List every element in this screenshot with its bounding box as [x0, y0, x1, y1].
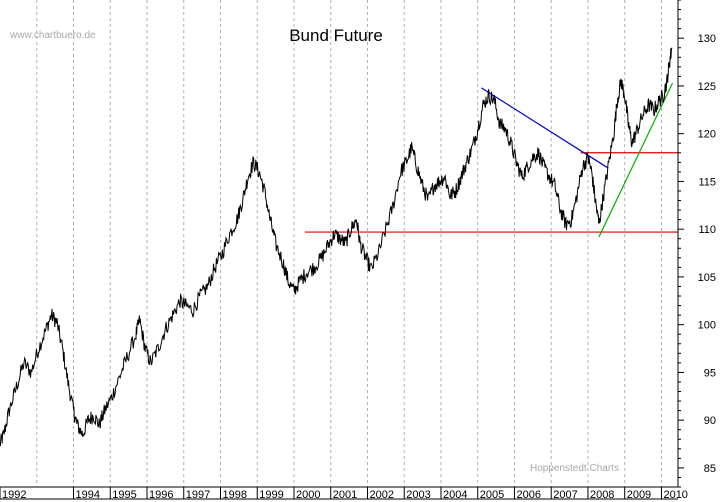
series-line-0 [0, 47, 673, 447]
y-tick-labels: 85 90 95 100 105 110 115 120 125 130 [678, 0, 716, 488]
y-tick-label-130: 130 [698, 33, 716, 45]
y-tick-label-125: 125 [698, 81, 716, 93]
x-tick-label-1997: 1997 [186, 489, 210, 501]
x-tick-label-2010: 2010 [663, 489, 687, 501]
watermark-bottom: Hoppenstedt Charts [530, 463, 619, 474]
x-tick-label-2007: 2007 [553, 489, 577, 501]
x-tick-label-2003: 2003 [406, 489, 430, 501]
x-tick-label-2001: 2001 [333, 489, 357, 501]
y-tick-label-110: 110 [698, 224, 716, 236]
x-tick-label-1998: 1998 [222, 489, 246, 501]
y-tick-label-115: 115 [698, 176, 716, 188]
chart-title: Bund Future [289, 26, 383, 45]
y-tick-label-105: 105 [698, 272, 716, 284]
x-tick-label-2009: 2009 [627, 489, 651, 501]
price-series [0, 47, 673, 447]
x-tick-labels: 1992 1994 1995 1996 1997 1998 1999 2000 2001 2002… [0, 487, 688, 501]
y-tick-label-90: 90 [704, 415, 716, 427]
x-tick-label-2000: 2000 [296, 489, 320, 501]
x-tick-label-1994: 1994 [75, 489, 99, 501]
axes [0, 0, 679, 500]
trend-line-3 [598, 82, 674, 238]
x-tick-label-1996: 1996 [149, 489, 173, 501]
y-tick-label-120: 120 [698, 129, 716, 141]
x-tick-label-1995: 1995 [112, 489, 136, 501]
y-tick-label-95: 95 [704, 367, 716, 379]
y-tick-label-100: 100 [698, 320, 716, 332]
x-tick-label-2006: 2006 [516, 489, 540, 501]
x-tick-label-1992: 1992 [2, 489, 26, 501]
x-tick-label-2004: 2004 [443, 489, 467, 501]
x-tick-label-2008: 2008 [590, 489, 614, 501]
x-tick-label-2002: 2002 [369, 489, 393, 501]
x-tick-label-2005: 2005 [480, 489, 504, 501]
annotation-lines [305, 82, 678, 238]
watermark-top: www.chartbuero.de [9, 30, 96, 41]
x-tick-label-1999: 1999 [259, 489, 283, 501]
y-tick-label-85: 85 [704, 463, 716, 475]
